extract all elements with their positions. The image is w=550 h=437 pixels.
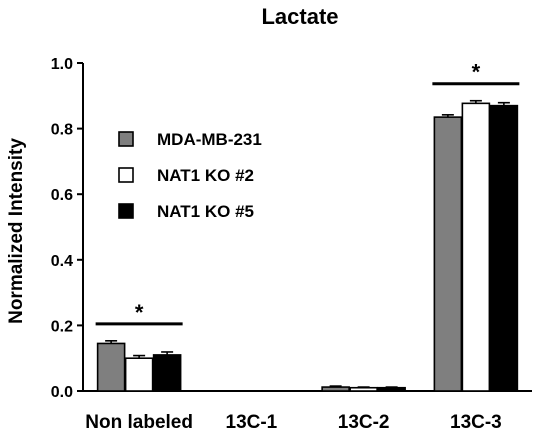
legend-label: NAT1 KO #5: [157, 202, 254, 221]
bar: [489, 104, 519, 392]
legend-swatch: [118, 203, 134, 219]
significance-star: *: [472, 60, 481, 85]
x-tick-label: Non labeled: [85, 412, 193, 433]
bar: [124, 357, 154, 392]
bar: [461, 102, 491, 392]
y-tick-label: 0.6: [51, 187, 73, 204]
legend-label: NAT1 KO #2: [157, 166, 254, 185]
y-tick-label: 0.2: [51, 318, 73, 335]
x-tick-label: 13C-2: [338, 412, 390, 433]
bar: [96, 342, 126, 392]
y-tick-label: 0.8: [51, 122, 73, 139]
bar: [349, 386, 378, 392]
legend-swatch: [118, 131, 134, 147]
y-axis-label: Normalized Intensity: [6, 138, 27, 324]
plot-area: 0.0 0.2 0.4 0.6 0.8 1.0 Non labeled * 13C-1 13C-2…: [51, 56, 532, 433]
y-tick-label: 0.4: [51, 253, 73, 270]
significance-star: *: [135, 300, 144, 325]
bar: [377, 386, 406, 392]
bar: [433, 116, 463, 392]
x-tick-label: 13C-3: [450, 412, 502, 433]
legend-label: MDA-MB-231: [157, 130, 262, 149]
chart-title: Lactate: [261, 4, 338, 29]
y-tick-label: 1.0: [51, 56, 73, 73]
x-tick-label: 13C-1: [226, 412, 278, 433]
y-tick-label: 0.0: [51, 384, 73, 401]
bar: [321, 386, 350, 392]
legend-swatch: [118, 167, 134, 183]
bar: [152, 354, 182, 392]
